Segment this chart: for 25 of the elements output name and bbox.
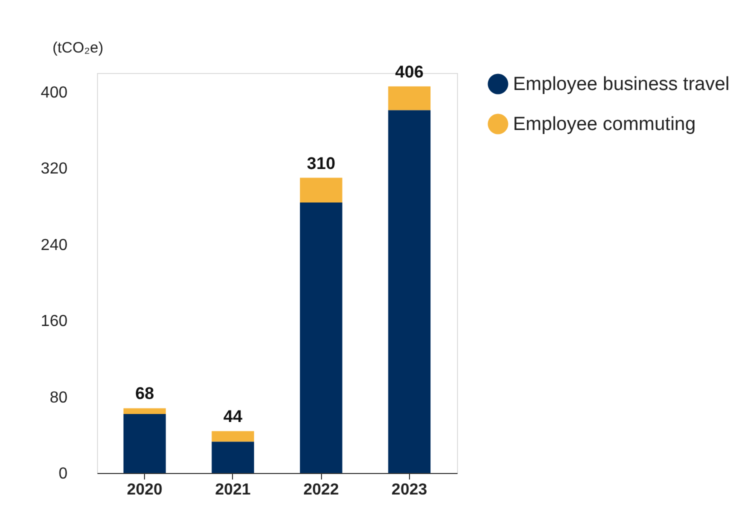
x-tick-label: 2023 — [392, 482, 428, 498]
legend-label: Employee commuting — [513, 114, 696, 135]
x-tick-label: 2021 — [215, 482, 251, 498]
total-label: 44 — [223, 407, 243, 426]
bar — [212, 431, 254, 442]
y-axis-title: (tCO₂e) — [52, 40, 104, 56]
y-tick-label: 80 — [50, 389, 68, 406]
y-tick-label: 240 — [40, 236, 68, 254]
x-tick-label: 2022 — [303, 482, 340, 498]
y-tick-label: 0 — [58, 466, 68, 482]
y-tick-label: 320 — [40, 160, 68, 178]
bar — [300, 202, 342, 473]
bar — [123, 408, 166, 414]
bar — [388, 86, 431, 110]
x-tick-label: 2020 — [126, 482, 163, 498]
bar — [123, 414, 166, 473]
bar — [212, 442, 254, 473]
total-label: 310 — [306, 154, 336, 173]
y-tick-label: 400 — [40, 84, 68, 102]
total-label: 406 — [395, 62, 424, 82]
bar — [300, 178, 342, 203]
total-label: 68 — [135, 384, 154, 404]
legend-label: Employee business travel — [513, 74, 730, 95]
bar — [388, 110, 431, 473]
y-tick-label: 160 — [40, 313, 68, 330]
